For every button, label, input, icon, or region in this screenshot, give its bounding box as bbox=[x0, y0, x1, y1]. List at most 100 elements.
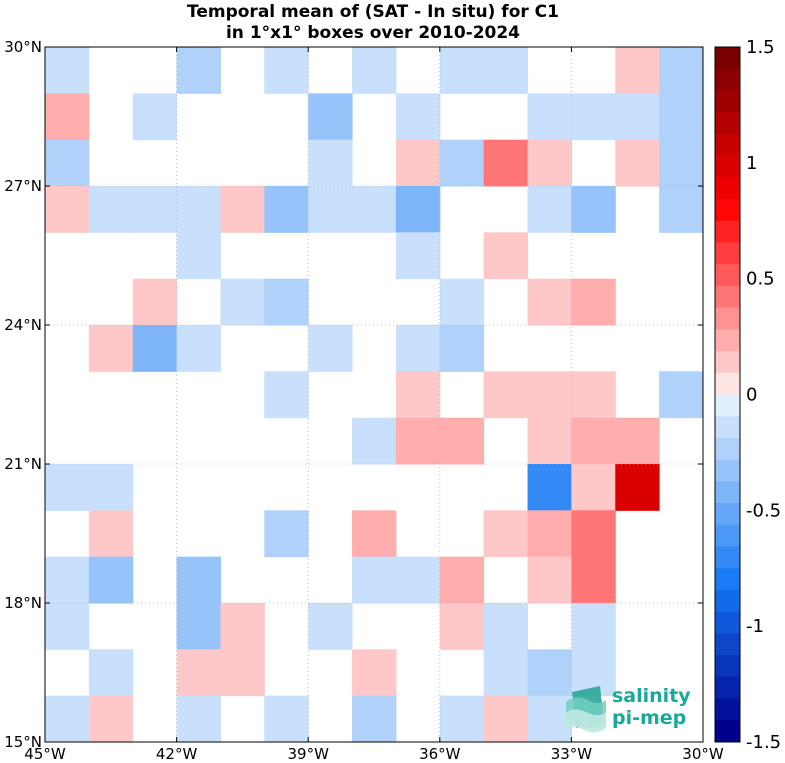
heatmap-cell bbox=[439, 695, 485, 743]
heatmap-cell bbox=[352, 556, 397, 604]
y-tick-label: 15°N bbox=[4, 733, 42, 751]
logo-text-salinity: salinity bbox=[612, 685, 691, 707]
colorbar-segment bbox=[715, 112, 740, 135]
heatmap-cell bbox=[483, 139, 529, 187]
heatmap-cell bbox=[395, 371, 441, 419]
heatmap-cell bbox=[45, 603, 90, 650]
heatmap-cell bbox=[264, 278, 309, 326]
heatmap-cell bbox=[395, 325, 441, 372]
colorbar-segment bbox=[715, 220, 740, 243]
colorbar-ticks: 1.5 1 0.5 0 -0.5 -1 -1.5 bbox=[746, 37, 781, 753]
heatmap-cell bbox=[527, 371, 572, 419]
heatmap-cell bbox=[527, 464, 572, 511]
x-tick-label: 39°W bbox=[287, 745, 329, 763]
plot-frame bbox=[44, 46, 704, 743]
heatmap-cell bbox=[132, 93, 178, 141]
heatmap-cell bbox=[264, 510, 309, 558]
heatmap-cell bbox=[308, 603, 353, 650]
heatmap-cell bbox=[88, 464, 134, 511]
heatmap-cell bbox=[659, 47, 704, 94]
chart-title-line2: in 1°x1° boxes over 2010-2024 bbox=[226, 23, 520, 43]
colorbar-segment bbox=[715, 47, 740, 70]
heatmap-cell bbox=[45, 464, 90, 511]
heatmap-cell bbox=[45, 93, 90, 141]
colorbar-segment bbox=[715, 720, 740, 743]
heatmap-cell bbox=[439, 278, 485, 326]
colorbar-segment bbox=[715, 655, 740, 678]
heatmap-cell bbox=[352, 649, 397, 697]
logo-text-pimep: pi-mep bbox=[612, 707, 686, 729]
y-axis-ticks: 15°N 18°N 21°N 24°N 27°N 30°N bbox=[4, 38, 703, 751]
chart-title-line1: Temporal mean of (SAT - In situ) for C1 bbox=[187, 2, 559, 22]
heatmap-cell bbox=[439, 47, 485, 94]
colorbar-segment bbox=[715, 568, 740, 591]
colorbar-segment bbox=[715, 372, 740, 395]
colorbar-tick-label: 0 bbox=[746, 385, 757, 406]
x-tick-label: 45°W bbox=[24, 745, 66, 763]
heatmap-cell bbox=[527, 278, 572, 326]
heatmap-cell bbox=[571, 603, 616, 650]
heatmap-cell bbox=[659, 93, 704, 141]
heatmap-cell bbox=[308, 139, 353, 187]
y-tick-label: 18°N bbox=[4, 594, 42, 612]
heatmap-cell bbox=[483, 47, 529, 94]
heatmap-cell bbox=[571, 556, 616, 604]
heatmap-cell bbox=[308, 325, 353, 372]
heatmap-cell bbox=[527, 510, 572, 558]
colorbar-segment bbox=[715, 546, 740, 569]
heatmap-cell bbox=[132, 186, 178, 233]
colorbar bbox=[714, 46, 741, 743]
heatmap-cell bbox=[220, 186, 265, 233]
colorbar-segment bbox=[715, 329, 740, 352]
colorbar-segment bbox=[715, 264, 740, 287]
heatmap-cell bbox=[264, 186, 309, 233]
heatmap-cell bbox=[571, 371, 616, 419]
colorbar-segment bbox=[715, 351, 740, 374]
heatmap-cell bbox=[571, 464, 616, 511]
x-tick-label: 36°W bbox=[419, 745, 461, 763]
heatmap-cell bbox=[439, 417, 485, 465]
colorbar-segment bbox=[715, 459, 740, 482]
wave-logo-icon bbox=[564, 686, 606, 733]
heatmap-cell bbox=[571, 278, 616, 326]
heatmap-cell bbox=[176, 186, 221, 233]
colorbar-tick-label: -0.5 bbox=[746, 500, 781, 521]
x-tick-label: 30°W bbox=[682, 745, 724, 763]
heatmap-cell bbox=[395, 139, 441, 187]
heatmap-cells bbox=[45, 47, 704, 743]
colorbar-tick-label: -1.5 bbox=[746, 732, 781, 753]
heatmap-cell bbox=[352, 186, 397, 233]
y-tick-label: 30°N bbox=[4, 38, 42, 56]
heatmap-cell bbox=[483, 232, 529, 280]
heatmap-cell bbox=[439, 325, 485, 372]
heatmap-cell bbox=[132, 278, 178, 326]
heatmap-cell bbox=[88, 325, 134, 372]
colorbar-segment bbox=[715, 242, 740, 265]
heatmap-cell bbox=[88, 510, 134, 558]
colorbar-segment bbox=[715, 394, 740, 417]
colorbar-tick-label: 1 bbox=[746, 153, 757, 174]
heatmap-cell bbox=[483, 695, 529, 743]
heatmap-cell bbox=[176, 695, 221, 743]
heatmap-cell bbox=[571, 186, 616, 233]
heatmap-cell bbox=[659, 139, 704, 187]
heatmap-cell bbox=[176, 603, 221, 650]
colorbar-segment bbox=[715, 503, 740, 526]
heatmap-cell bbox=[88, 186, 134, 233]
heatmap-cell bbox=[439, 139, 485, 187]
colorbar-segment bbox=[715, 589, 740, 613]
heatmap-cell bbox=[483, 510, 529, 558]
colorbar-segment bbox=[715, 199, 740, 222]
heatmap-cell bbox=[571, 417, 616, 465]
heatmap-cell bbox=[615, 93, 660, 141]
heatmap-cell bbox=[571, 93, 616, 141]
heatmap-cell bbox=[527, 186, 572, 233]
heatmap-cell bbox=[615, 464, 660, 511]
heatmap-cell bbox=[132, 325, 178, 372]
colorbar-segment bbox=[715, 307, 740, 330]
heatmap-cell bbox=[439, 603, 485, 650]
colorbar-segment bbox=[715, 698, 740, 721]
y-tick-label: 24°N bbox=[4, 316, 42, 334]
heatmap-cell bbox=[176, 649, 221, 697]
